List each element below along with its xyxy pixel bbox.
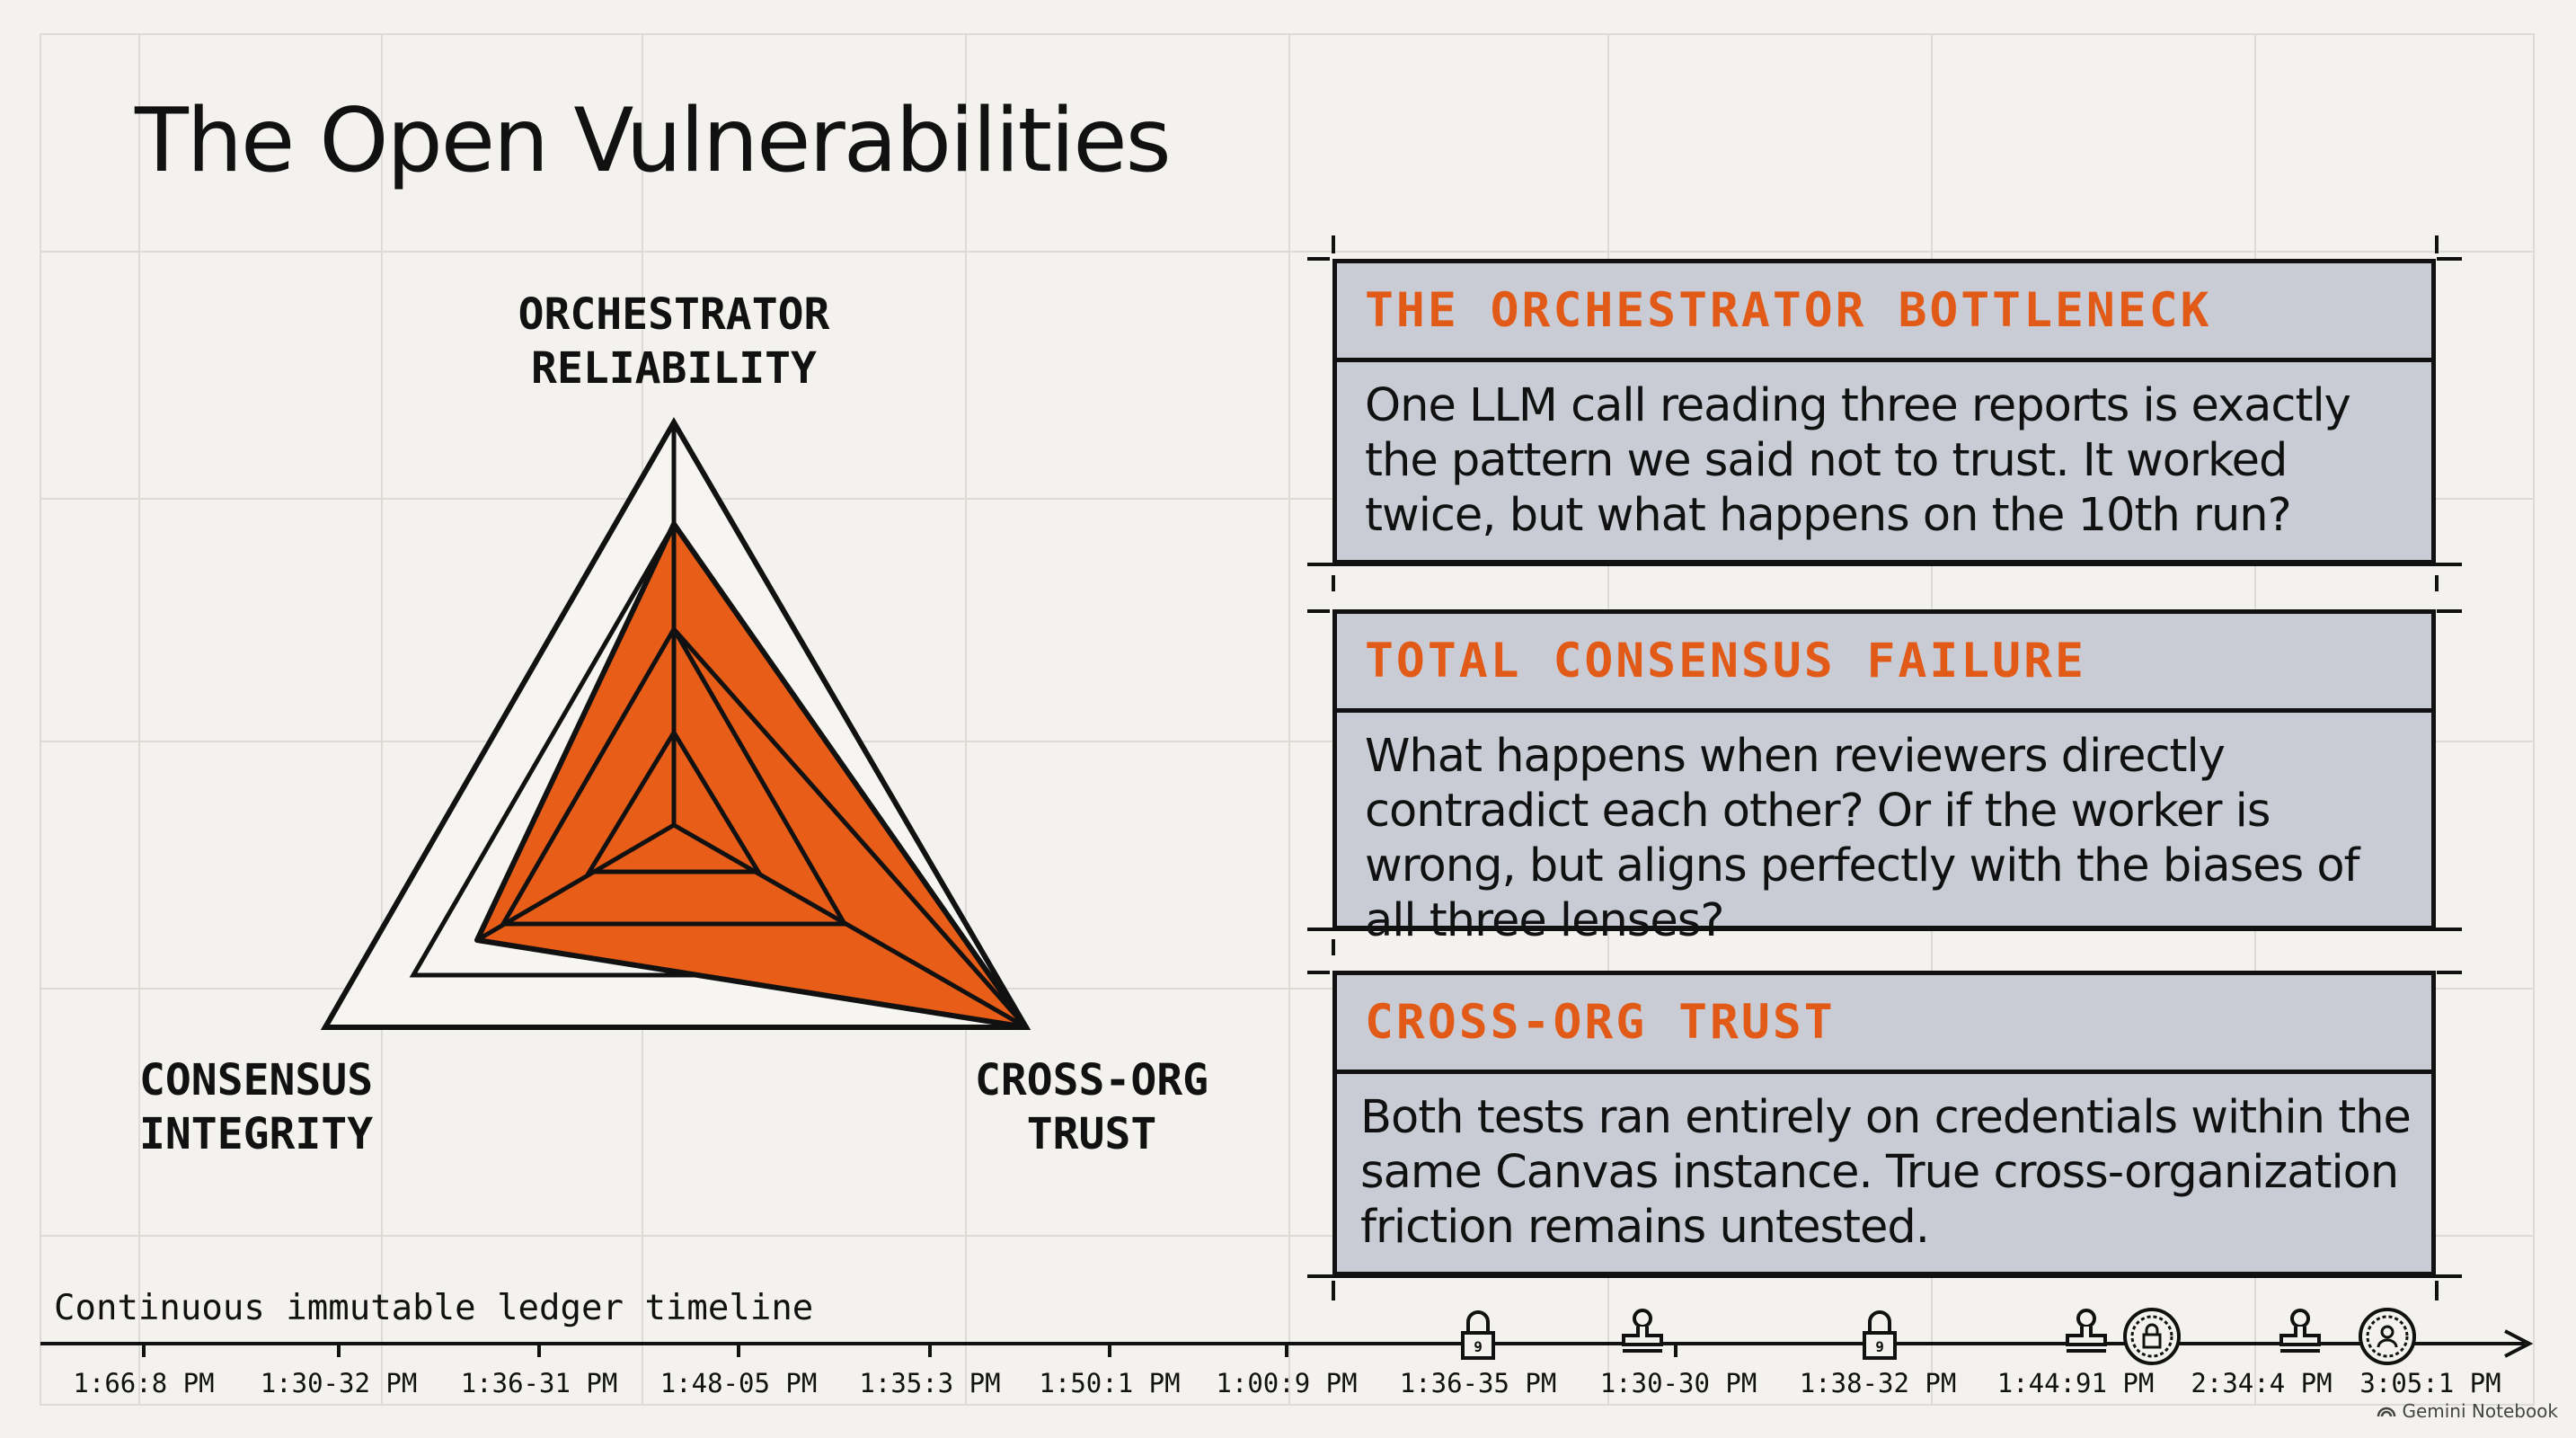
timeline-tick-label: 1:30-32 PM <box>260 1368 418 1398</box>
card-body-line: What happens when reviewers directly <box>1365 730 2226 783</box>
notebook-logo-icon <box>2377 1407 2396 1417</box>
ledger-timeline: 9 9 <box>40 1308 2534 1365</box>
axis-label-orchestrator-reliability: ORCHESTRATOR RELIABILITY <box>512 288 836 395</box>
watermark: Gemini Notebook <box>2377 1400 2558 1422</box>
card-body-line: friction remains untested. <box>1360 1201 1930 1254</box>
axis-label-consensus-integrity: CONSENSUS INTEGRITY <box>139 1053 373 1161</box>
radar-diagram <box>320 417 1031 1030</box>
timeline-tick-label: 1:36-31 PM <box>460 1368 618 1398</box>
axis-label-cross-org-trust: CROSS-ORG TRUST <box>957 1053 1226 1161</box>
page-title: The Open Vulnerabilities <box>135 90 1172 192</box>
radar-data-shape <box>474 521 1029 1030</box>
axis-label-line: ORCHESTRATOR <box>518 289 830 340</box>
timeline-tick-label: 1:38-32 PM <box>1799 1368 1957 1398</box>
stamp-icon <box>2279 1309 2321 1353</box>
card-body: What happens when reviewers directly con… <box>1337 713 2431 948</box>
radar-spoke <box>672 822 1028 1030</box>
card-title: THE ORCHESTRATOR BOTTLENECK <box>1365 283 2212 338</box>
tick-mark <box>1332 939 1335 955</box>
tick-mark <box>1332 1281 1335 1300</box>
card-body-line: contradict each other? Or if the worker … <box>1365 785 2271 838</box>
timeline-caption: Continuous immutable ledger timeline <box>54 1288 814 1328</box>
axis-label-line: CROSS-ORG <box>974 1055 1209 1105</box>
seal-icon <box>2359 1308 2416 1365</box>
card-body-line: the pattern we said not to trust. It wor… <box>1365 434 2288 487</box>
card-total-consensus-failure: TOTAL CONSENSUS FAILURE What happens whe… <box>1332 609 2436 947</box>
rule-line <box>1307 971 1330 974</box>
card-body-line: all three lenses? <box>1365 894 1724 947</box>
lock-icon: 9 <box>1863 1310 1897 1360</box>
axis-label-line: INTEGRITY <box>139 1109 374 1159</box>
card-body: One LLM call reading three reports is ex… <box>1337 362 2431 543</box>
timeline-tick-label: 1:50:1 PM <box>1039 1368 1181 1398</box>
radar-grid-ring-small <box>585 728 763 874</box>
card-body-line: same Canvas instance. True cross-organiz… <box>1360 1146 2399 1199</box>
radar-spoke <box>672 627 1028 1029</box>
rule-line <box>1307 257 1330 261</box>
axis-label-line: TRUST <box>1026 1109 1157 1159</box>
card-cross-org-trust: CROSS-ORG TRUST Both tests ran entirely … <box>1332 971 2436 1276</box>
stamp-icon <box>2066 1309 2107 1353</box>
svg-text:9: 9 <box>1875 1338 1884 1355</box>
timeline-tick-label: 1:48-05 PM <box>659 1368 818 1398</box>
lock-icon: 9 <box>1461 1310 1495 1360</box>
card-header: THE ORCHESTRATOR BOTTLENECK <box>1337 263 2431 362</box>
timeline-tick-label: 1:35:3 PM <box>859 1368 1001 1398</box>
timeline-tick-label: 3:05:1 PM <box>2359 1368 2501 1398</box>
timeline-arrow-head <box>2504 1329 2534 1358</box>
timeline-tick-label: 1:30-30 PM <box>1599 1368 1757 1398</box>
card-body-line: wrong, but aligns perfectly with the bia… <box>1365 839 2360 892</box>
rule-line <box>1307 928 2462 931</box>
axis-label-line: RELIABILITY <box>531 343 817 394</box>
stamp-icon <box>1622 1309 1663 1353</box>
rule-line <box>1307 1274 2462 1278</box>
svg-text:9: 9 <box>1474 1338 1483 1355</box>
timeline-tick-label: 1:36-35 PM <box>1399 1368 1557 1398</box>
timeline-ticks <box>142 1344 1875 1357</box>
card-title: TOTAL CONSENSUS FAILURE <box>1365 634 2086 688</box>
timeline-tick-label: 2:34:4 PM <box>2191 1368 2333 1398</box>
tick-mark <box>2435 575 2439 591</box>
tick-mark <box>2435 235 2439 253</box>
card-body: Both tests ran entirely on credentials w… <box>1337 1074 2431 1255</box>
timeline-tick-label: 1:44:91 PM <box>1996 1368 2155 1398</box>
rule-line <box>1307 563 2462 566</box>
card-title: CROSS-ORG TRUST <box>1365 995 1836 1050</box>
card-body-line: twice, but what happens on the 10th run? <box>1365 489 2292 542</box>
tick-mark <box>1332 575 1335 591</box>
rule-line <box>1307 609 1330 613</box>
radar-spoke <box>475 822 676 943</box>
watermark-text: Gemini Notebook <box>2402 1400 2558 1422</box>
card-header: CROSS-ORG TRUST <box>1337 975 2431 1074</box>
seal-icon <box>2123 1308 2181 1365</box>
tick-mark <box>1332 235 1335 253</box>
timeline-tick-label: 1:00:9 PM <box>1216 1368 1358 1398</box>
axis-label-line: CONSENSUS <box>139 1055 374 1105</box>
card-header: TOTAL CONSENSUS FAILURE <box>1337 614 2431 713</box>
card-body-line: One LLM call reading three reports is ex… <box>1365 379 2351 432</box>
radar-grid-ring-mid <box>499 625 849 927</box>
rule-line <box>2437 609 2462 613</box>
card-orchestrator-bottleneck: THE ORCHESTRATOR BOTTLENECK One LLM call… <box>1332 259 2436 564</box>
timeline-tick-label: 1:66:8 PM <box>73 1368 215 1398</box>
card-body-line: Both tests ran entirely on credentials w… <box>1360 1091 2412 1144</box>
tick-mark <box>2435 1281 2439 1300</box>
rule-line <box>2437 971 2462 974</box>
rule-line <box>2437 257 2462 261</box>
